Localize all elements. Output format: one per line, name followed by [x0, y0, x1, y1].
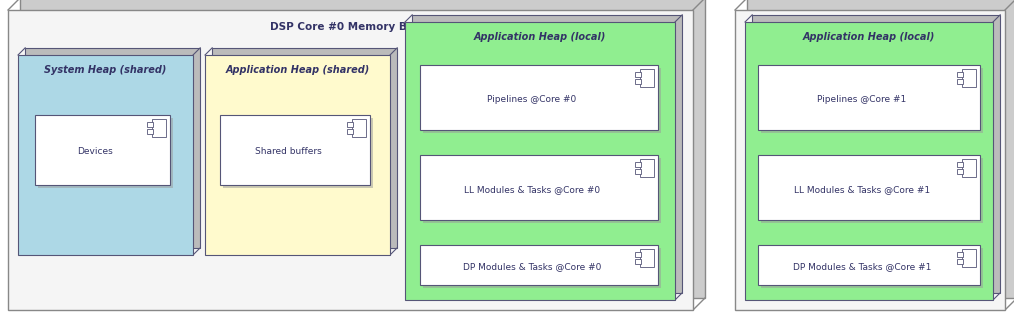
FancyBboxPatch shape — [8, 10, 693, 310]
Text: System Heap (shared): System Heap (shared) — [45, 65, 166, 75]
FancyBboxPatch shape — [635, 259, 641, 264]
FancyBboxPatch shape — [420, 245, 658, 285]
Text: Application Heap (shared): Application Heap (shared) — [225, 65, 370, 75]
FancyBboxPatch shape — [423, 248, 661, 288]
FancyBboxPatch shape — [962, 69, 976, 87]
FancyBboxPatch shape — [760, 158, 983, 223]
Text: Application Heap (local): Application Heap (local) — [803, 32, 935, 42]
Text: DP Modules & Tasks @Core #0: DP Modules & Tasks @Core #0 — [462, 263, 601, 272]
FancyBboxPatch shape — [640, 249, 654, 267]
FancyBboxPatch shape — [635, 79, 641, 84]
FancyBboxPatch shape — [745, 22, 993, 300]
FancyBboxPatch shape — [758, 65, 980, 130]
Text: LL Modules & Tasks @Core #0: LL Modules & Tasks @Core #0 — [464, 185, 600, 194]
FancyBboxPatch shape — [25, 48, 200, 248]
FancyBboxPatch shape — [423, 68, 661, 133]
FancyBboxPatch shape — [962, 159, 976, 177]
FancyBboxPatch shape — [223, 118, 373, 188]
FancyBboxPatch shape — [640, 69, 654, 87]
FancyBboxPatch shape — [640, 159, 654, 177]
FancyBboxPatch shape — [413, 15, 682, 293]
FancyBboxPatch shape — [760, 68, 983, 133]
FancyBboxPatch shape — [147, 129, 153, 134]
FancyBboxPatch shape — [420, 155, 658, 220]
FancyBboxPatch shape — [347, 129, 353, 134]
FancyBboxPatch shape — [957, 79, 963, 84]
FancyBboxPatch shape — [752, 15, 1000, 293]
FancyBboxPatch shape — [423, 158, 661, 223]
FancyBboxPatch shape — [635, 169, 641, 174]
FancyBboxPatch shape — [635, 252, 641, 257]
FancyBboxPatch shape — [635, 72, 641, 77]
Text: Application Heap (local): Application Heap (local) — [474, 32, 606, 42]
FancyBboxPatch shape — [420, 65, 658, 130]
Text: DSP Core #0 Memory Block: DSP Core #0 Memory Block — [270, 22, 431, 32]
Text: Shared buffers: Shared buffers — [255, 148, 321, 157]
FancyBboxPatch shape — [760, 248, 983, 288]
FancyBboxPatch shape — [957, 72, 963, 77]
FancyBboxPatch shape — [957, 259, 963, 264]
FancyBboxPatch shape — [758, 245, 980, 285]
Text: DSP Core #1 Memory Block: DSP Core #1 Memory Block — [790, 22, 950, 32]
Text: LL Modules & Tasks @Core #1: LL Modules & Tasks @Core #1 — [794, 185, 930, 194]
FancyBboxPatch shape — [152, 119, 166, 137]
FancyBboxPatch shape — [635, 162, 641, 167]
FancyBboxPatch shape — [18, 55, 193, 255]
FancyBboxPatch shape — [957, 169, 963, 174]
FancyBboxPatch shape — [38, 118, 173, 188]
FancyBboxPatch shape — [212, 48, 397, 248]
FancyBboxPatch shape — [405, 22, 675, 300]
FancyBboxPatch shape — [957, 252, 963, 257]
FancyBboxPatch shape — [957, 162, 963, 167]
Text: Pipelines @Core #1: Pipelines @Core #1 — [817, 95, 907, 104]
FancyBboxPatch shape — [347, 122, 353, 127]
FancyBboxPatch shape — [20, 0, 705, 298]
FancyBboxPatch shape — [758, 155, 980, 220]
Text: Devices: Devices — [78, 148, 114, 157]
FancyBboxPatch shape — [35, 115, 170, 185]
FancyBboxPatch shape — [205, 55, 390, 255]
FancyBboxPatch shape — [220, 115, 370, 185]
Text: DP Modules & Tasks @Core #1: DP Modules & Tasks @Core #1 — [793, 263, 931, 272]
FancyBboxPatch shape — [735, 10, 1005, 310]
FancyBboxPatch shape — [147, 122, 153, 127]
FancyBboxPatch shape — [352, 119, 366, 137]
FancyBboxPatch shape — [962, 249, 976, 267]
Text: Pipelines @Core #0: Pipelines @Core #0 — [488, 95, 577, 104]
FancyBboxPatch shape — [747, 0, 1014, 298]
